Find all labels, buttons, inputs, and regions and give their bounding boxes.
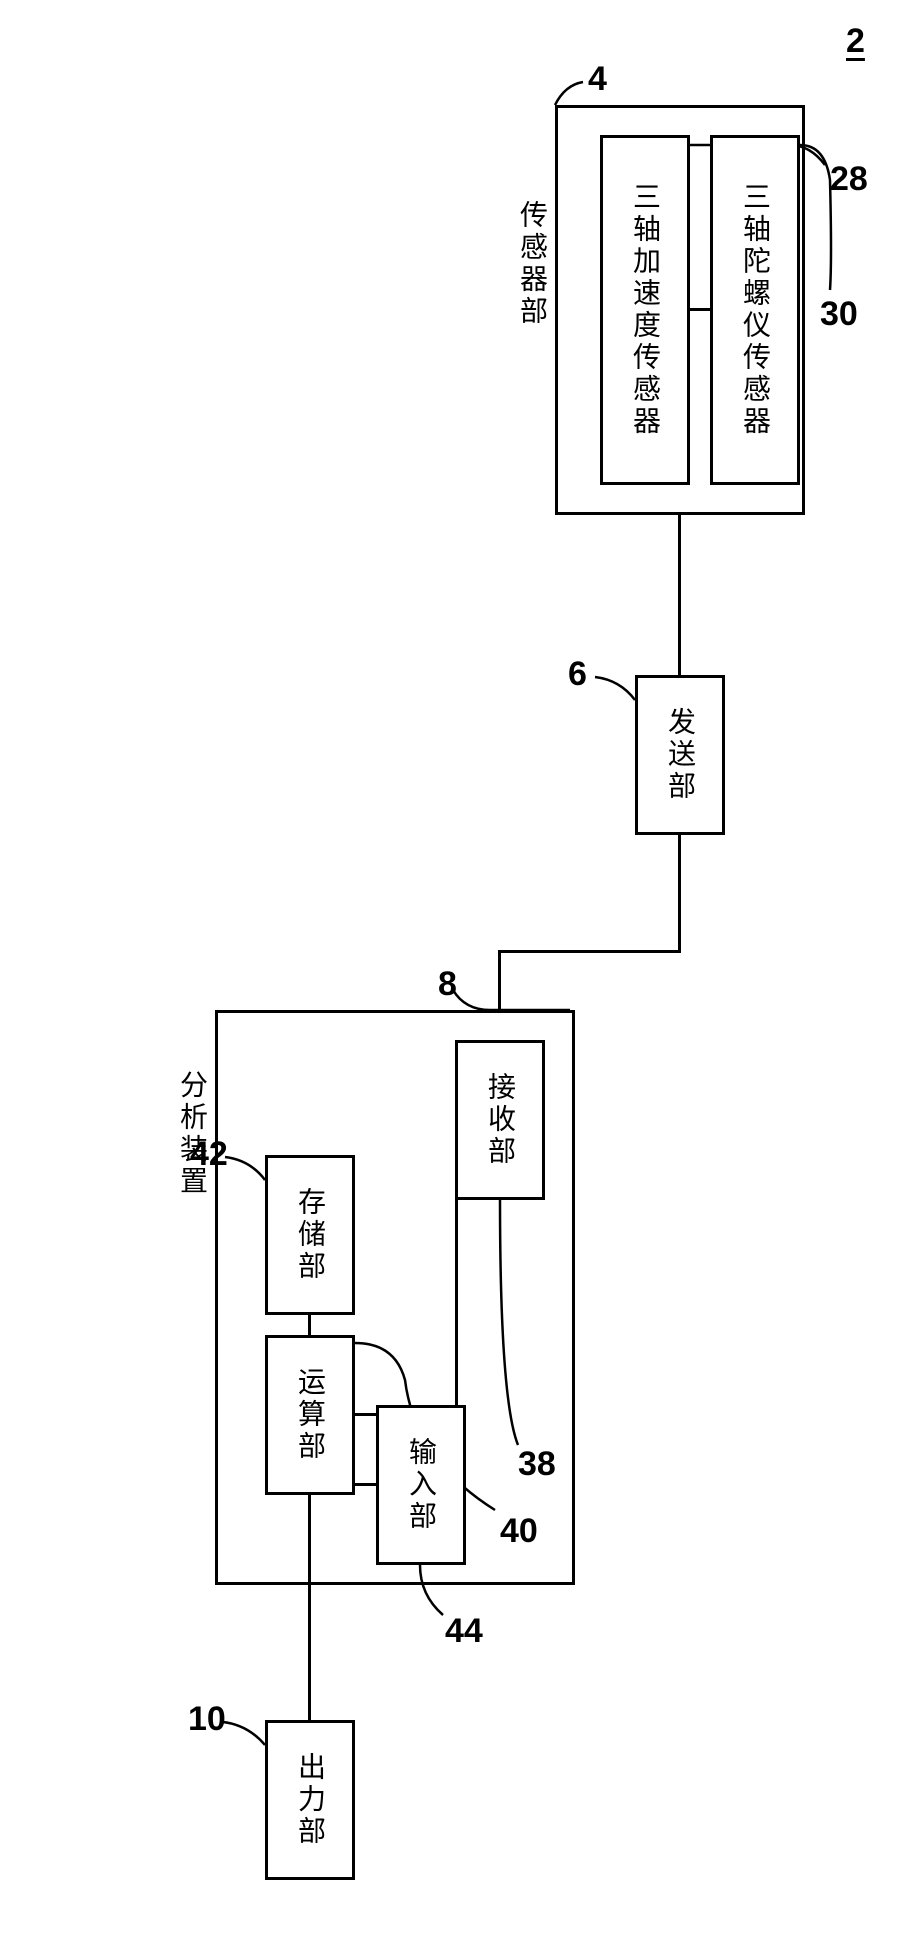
ref-label-28: 28 [830, 160, 868, 199]
ref-label-38: 38 [518, 1445, 556, 1484]
ref-label-40: 40 [500, 1512, 538, 1551]
gyro-sensor-label: 三轴陀螺仪传感器 [735, 182, 775, 438]
ref-label-4: 4 [588, 60, 607, 99]
input-box: 输入部 [376, 1405, 466, 1565]
ref-label-30: 30 [820, 295, 858, 334]
ref-label-2: 2 [846, 22, 865, 61]
ref-label-42: 42 [190, 1135, 228, 1174]
sensor-unit-label: 传感器部 [512, 200, 552, 328]
rx-label: 接收部 [480, 1072, 520, 1168]
ref-label-6: 6 [568, 655, 587, 694]
connector-tx-rx-v2 [498, 950, 501, 1010]
analysis-label: 分析装置 [172, 1070, 212, 1198]
accel-sensor-label: 三轴加速度传感器 [625, 182, 665, 438]
ref-label-8: 8 [438, 965, 457, 1004]
connector-calc-output [308, 1495, 311, 1720]
output-label: 出力部 [290, 1752, 330, 1848]
calc-label: 运算部 [290, 1367, 330, 1463]
connector-tx-rx-v [678, 835, 681, 950]
ref-label-44: 44 [445, 1612, 483, 1651]
ref-label-10: 10 [188, 1700, 226, 1739]
tx-box: 发送部 [635, 675, 725, 835]
connector-rx-calc-v [455, 1200, 458, 1416]
connector-store-calc [308, 1315, 311, 1335]
output-box: 出力部 [265, 1720, 355, 1880]
connector-accel-gyro [690, 308, 710, 311]
accel-sensor-box: 三轴加速度传感器 [600, 135, 690, 485]
rx-box: 接收部 [455, 1040, 545, 1200]
gyro-sensor-box: 三轴陀螺仪传感器 [710, 135, 800, 485]
connector-sensor-tx [678, 515, 681, 675]
diagram-canvas: 2 传感器部 4 三轴加速度传感器 28 三轴陀螺仪传感器 30 发送部 6 分… [0, 0, 907, 1947]
input-label: 输入部 [401, 1437, 441, 1533]
connector-calc-input-h [355, 1483, 376, 1486]
store-box: 存储部 [265, 1155, 355, 1315]
connector-tx-rx-h [498, 950, 681, 953]
store-label: 存储部 [290, 1187, 330, 1283]
tx-label: 发送部 [660, 707, 700, 803]
calc-box: 运算部 [265, 1335, 355, 1495]
